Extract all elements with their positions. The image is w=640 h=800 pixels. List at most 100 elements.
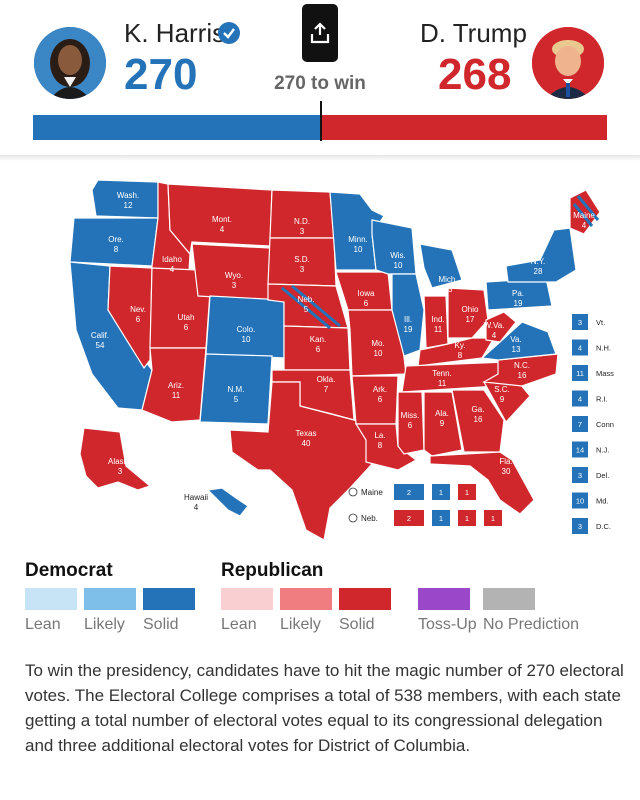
small-state-box[interactable] bbox=[572, 339, 588, 356]
small-state-ev: 11 bbox=[576, 369, 584, 378]
state-ev-label: 11 bbox=[438, 379, 447, 388]
electoral-progress-bar bbox=[33, 101, 607, 141]
legend-dem-lean-swatch bbox=[25, 588, 77, 610]
small-state-box[interactable] bbox=[572, 390, 588, 407]
state-ev-label: 16 bbox=[474, 415, 483, 424]
state-ev-label: 6 bbox=[136, 315, 141, 324]
harris-votes: 270 bbox=[124, 50, 198, 99]
trump-name: D. Trump bbox=[420, 18, 527, 48]
state-ev-label: 8 bbox=[458, 351, 463, 360]
state-hawaii[interactable] bbox=[206, 487, 249, 517]
state-abbr-label: Maine bbox=[573, 211, 595, 220]
state-nc[interactable] bbox=[482, 353, 559, 387]
state-abbr-label: N.D. bbox=[294, 217, 310, 226]
state-ev-label: 6 bbox=[408, 421, 413, 430]
maine-split-stripes bbox=[572, 195, 600, 227]
district-ev: 1 bbox=[439, 514, 443, 523]
description-text: To win the presidency, candidates have t… bbox=[25, 661, 624, 755]
state-ark[interactable] bbox=[351, 375, 399, 425]
info-icon[interactable] bbox=[348, 487, 358, 497]
small-state-box[interactable] bbox=[572, 467, 588, 483]
state-abbr-label: Mich. bbox=[438, 275, 457, 284]
district-box[interactable] bbox=[458, 484, 476, 500]
state-ev-label: 9 bbox=[500, 395, 505, 404]
small-state-abbr: N.J. bbox=[596, 446, 609, 455]
small-state-ev: 14 bbox=[576, 446, 584, 455]
state-ev-label: 5 bbox=[304, 305, 309, 314]
state-abbr-label: Va. bbox=[510, 335, 521, 344]
state-abbr-label: La. bbox=[374, 431, 385, 440]
state-ev-label: 10 bbox=[374, 349, 383, 358]
small-state-box[interactable] bbox=[572, 441, 588, 458]
state-ev-label: 10 bbox=[354, 245, 363, 254]
legend-dem-solid-label: Solid bbox=[143, 616, 179, 633]
state-ev-label: 13 bbox=[512, 345, 521, 354]
share-button[interactable] bbox=[302, 4, 338, 62]
state-wva[interactable] bbox=[485, 311, 517, 343]
legend-tossup-swatch bbox=[418, 588, 470, 610]
state-mich[interactable] bbox=[419, 243, 463, 289]
small-state-box[interactable] bbox=[572, 492, 588, 509]
state-ohio[interactable] bbox=[447, 287, 489, 339]
state-ev-label: 4 bbox=[492, 331, 497, 340]
legend-rep-lean-label: Lean bbox=[221, 616, 257, 633]
small-state-box[interactable] bbox=[572, 314, 588, 330]
legend-dem-likely-label: Likely bbox=[84, 616, 125, 633]
harris-name: K. Harris bbox=[124, 18, 226, 48]
state-ev-label: 12 bbox=[124, 201, 133, 210]
state-abbr-label: Alaska bbox=[108, 457, 133, 466]
state-texas[interactable] bbox=[229, 381, 373, 541]
district-ev: 2 bbox=[407, 488, 411, 497]
district-box[interactable] bbox=[484, 510, 502, 526]
state-ev-label: 4 bbox=[170, 265, 175, 274]
small-state-box[interactable] bbox=[572, 518, 588, 534]
legend-rep-solid-swatch bbox=[339, 588, 391, 610]
district-box[interactable] bbox=[432, 484, 450, 500]
state-abbr-label: Texas bbox=[296, 429, 317, 438]
state-ev-label: 11 bbox=[434, 325, 443, 334]
state-abbr-label: Wyo. bbox=[225, 271, 243, 280]
legend-republican-title: Republican bbox=[221, 560, 324, 581]
harris-avatar bbox=[34, 27, 106, 99]
state-wash[interactable] bbox=[91, 179, 159, 219]
small-state-abbr: Vt. bbox=[596, 318, 605, 327]
small-state-abbr: Conn bbox=[596, 420, 614, 429]
district-box[interactable] bbox=[432, 510, 450, 526]
majority-marker bbox=[320, 101, 322, 141]
district-box[interactable] bbox=[394, 510, 424, 526]
state-la[interactable] bbox=[354, 423, 418, 471]
state-fla[interactable] bbox=[429, 451, 535, 515]
state-ev-label: 10 bbox=[242, 335, 251, 344]
split-state-label: Maine bbox=[361, 488, 383, 497]
state-abbr-label: N.Y. bbox=[531, 257, 546, 266]
state-ev-label: 17 bbox=[466, 315, 475, 324]
state-ga[interactable] bbox=[451, 389, 505, 453]
state-ev-label: 3 bbox=[118, 467, 123, 476]
small-state-box[interactable] bbox=[572, 416, 588, 432]
state-ev-label: 3 bbox=[300, 265, 305, 274]
state-ny[interactable] bbox=[505, 227, 577, 283]
legend-tossup-label: Toss-Up bbox=[418, 616, 477, 633]
district-box[interactable] bbox=[394, 484, 424, 500]
state-ev-label: 6 bbox=[184, 323, 189, 332]
state-nm[interactable] bbox=[199, 353, 273, 425]
state-ev-label: 9 bbox=[440, 419, 445, 428]
legend-rep-likely-label: Likely bbox=[280, 616, 321, 633]
info-icon[interactable] bbox=[348, 513, 358, 523]
state-maine[interactable] bbox=[569, 189, 601, 235]
small-state-box[interactable] bbox=[572, 365, 588, 381]
state-ala[interactable] bbox=[423, 391, 463, 457]
state-abbr-label: Wash. bbox=[117, 191, 139, 200]
state-abbr-label: Minn. bbox=[348, 235, 368, 244]
district-ev: 1 bbox=[491, 514, 495, 523]
state-wis[interactable] bbox=[371, 219, 417, 275]
state-abbr-label: Mo. bbox=[371, 339, 384, 348]
state-miss[interactable] bbox=[397, 391, 425, 455]
dem-bar bbox=[33, 115, 320, 140]
state-alaska[interactable] bbox=[79, 427, 152, 491]
state-abbr-label: Ohio bbox=[462, 305, 479, 314]
district-ev: 2 bbox=[407, 514, 411, 523]
state-nev[interactable] bbox=[107, 265, 153, 370]
state-ev-label: 3 bbox=[232, 281, 237, 290]
district-box[interactable] bbox=[458, 510, 476, 526]
